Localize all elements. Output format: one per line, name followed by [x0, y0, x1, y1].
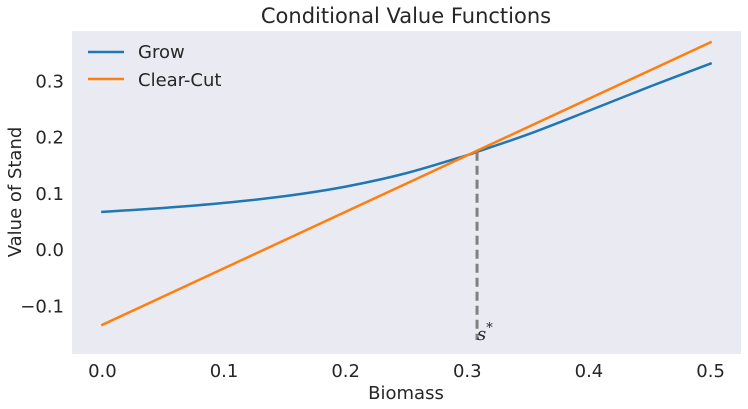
- y-tick-label: −0.1: [20, 296, 64, 317]
- y-tick-label: 0.2: [35, 128, 64, 149]
- x-tick-label: 0.4: [575, 361, 604, 382]
- legend-label-grow: Grow: [138, 42, 185, 63]
- x-axis-label: Biomass: [368, 383, 444, 404]
- y-axis-label: Value of Stand: [5, 127, 26, 258]
- series-layer: [100, 40, 713, 327]
- legend: Grow Clear-Cut: [88, 42, 221, 91]
- threshold-label: s*: [477, 321, 493, 345]
- annotation-layer: s*: [475, 151, 493, 345]
- series-line-grow: [101, 61, 713, 214]
- legend-label-clear-cut: Clear-Cut: [138, 70, 221, 91]
- y-tick-label: 0.1: [35, 184, 64, 205]
- plot-area: [72, 31, 741, 354]
- x-tick-label: 0.2: [331, 361, 360, 382]
- series-line-clear-cut: [100, 40, 713, 327]
- y-tick-label: 0.0: [35, 240, 64, 261]
- x-tick-label: 0.1: [210, 361, 239, 382]
- x-tick-label: 0.0: [88, 361, 117, 382]
- y-tick-labels: −0.1 0.0 0.1 0.2 0.3: [20, 72, 64, 318]
- x-tick-label: 0.5: [696, 361, 725, 382]
- chart-title: Conditional Value Functions: [261, 4, 551, 28]
- x-tick-labels: 0.0 0.1 0.2 0.3 0.4 0.5: [88, 361, 725, 382]
- y-tick-label: 0.3: [35, 72, 64, 93]
- x-tick-label: 0.3: [453, 361, 482, 382]
